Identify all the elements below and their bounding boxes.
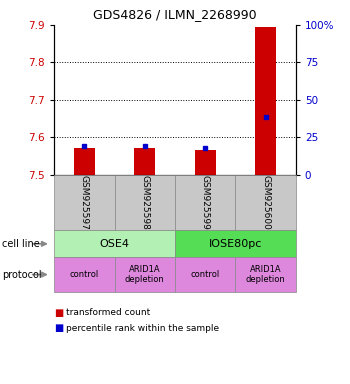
Text: protocol: protocol	[2, 270, 41, 280]
Text: GSM925600: GSM925600	[261, 175, 270, 230]
Text: GSM925599: GSM925599	[201, 175, 210, 230]
Text: ARID1A
depletion: ARID1A depletion	[125, 265, 165, 284]
Text: OSE4: OSE4	[100, 239, 130, 249]
Title: GDS4826 / ILMN_2268990: GDS4826 / ILMN_2268990	[93, 8, 257, 21]
Text: control: control	[190, 270, 220, 279]
Bar	[195, 151, 216, 175]
Bar	[255, 27, 276, 175]
Text: cell line: cell line	[2, 239, 40, 249]
Text: ■: ■	[54, 323, 63, 333]
Text: GSM925598: GSM925598	[140, 175, 149, 230]
Text: control: control	[70, 270, 99, 279]
Text: GSM925597: GSM925597	[80, 175, 89, 230]
Bar	[74, 148, 95, 175]
Text: ■: ■	[54, 308, 63, 318]
Text: ARID1A
depletion: ARID1A depletion	[246, 265, 286, 284]
Text: transformed count: transformed count	[66, 308, 151, 318]
Text: IOSE80pc: IOSE80pc	[209, 239, 262, 249]
Bar	[134, 148, 155, 175]
Text: percentile rank within the sample: percentile rank within the sample	[66, 324, 220, 333]
